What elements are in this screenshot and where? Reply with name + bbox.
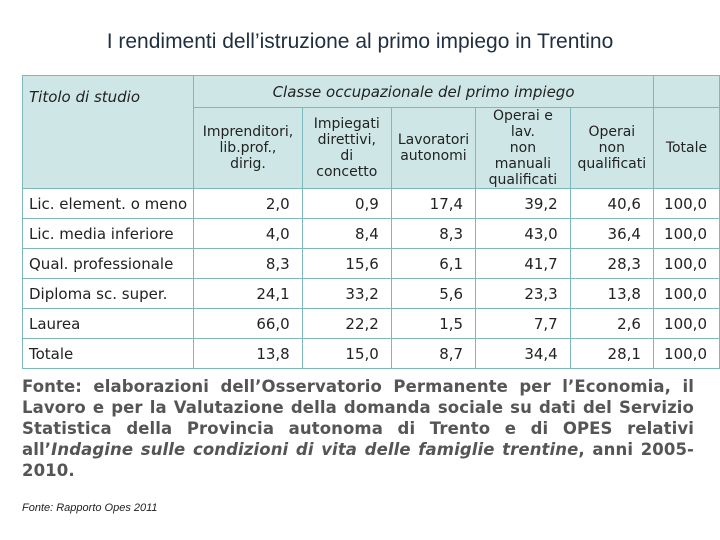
- cell: 7,7: [475, 308, 571, 339]
- cell: 40,6: [569, 188, 654, 219]
- row-label: Lic. media inferiore: [21, 218, 195, 249]
- cell: 2,0: [193, 188, 303, 219]
- cell: 36,4: [569, 218, 654, 249]
- cell: 23,3: [475, 278, 571, 309]
- cell: 41,7: [475, 248, 571, 279]
- row-label: Totale: [21, 338, 195, 369]
- source: Fonte: elaborazioni dell’Osservatorio Pe…: [22, 376, 694, 481]
- cell: 39,2: [475, 188, 571, 219]
- source-text: Fonte: elaborazioni dell’Osservatorio Pe…: [22, 377, 694, 459]
- column-header: Totale: [652, 107, 720, 189]
- row-label: Laurea: [21, 308, 195, 339]
- cell: 66,0: [193, 308, 303, 339]
- data-row: Diploma sc. super. 24,1 33,2 5,6 23,3 13,8 100…: [21, 278, 720, 309]
- cell: 100,0: [652, 308, 720, 339]
- title: I rendimenti dell’istruzione al primo im…: [106, 30, 614, 53]
- data-row: Lic. element. o meno 2,0 0,9 17,4 39,2 40,6 10…: [21, 188, 720, 219]
- cell: 22,2: [301, 308, 392, 339]
- footer-note: Fonte: Rapporto Opes 2011: [22, 502, 158, 514]
- cell: 34,4: [475, 338, 571, 369]
- cell: 1,5: [390, 308, 477, 339]
- cell: 17,4: [390, 188, 477, 219]
- cell: 15,6: [301, 248, 392, 279]
- table: Titolo di studio Classe occupazionale del…: [21, 75, 720, 369]
- cell: 13,8: [569, 278, 654, 309]
- cell: 100,0: [652, 218, 720, 249]
- data-row: Lic. media inferiore 4,0 8,4 8,3 43,0 36,4 100…: [21, 218, 720, 249]
- cell: 8,3: [193, 248, 303, 279]
- data-row: Laurea 66,0 22,2 1,5 7,7 2,6 100,0: [21, 308, 720, 339]
- cell: 28,1: [569, 338, 654, 369]
- row-label: Qual. professionale: [21, 248, 195, 279]
- group-header: Classe occupazionale del primo impiego: [193, 75, 654, 108]
- data-row: Totale 13,8 15,0 8,7 34,4 28,1 100,0: [21, 338, 720, 369]
- cell: 8,3: [390, 218, 477, 249]
- cell: 100,0: [652, 248, 720, 279]
- column-header: Operai e lav. non manuali qualificati: [475, 107, 571, 189]
- source-italic: Indagine sulle condizioni di vita delle …: [51, 440, 579, 459]
- header-row: Titolo di studio Classe occupazionale del…: [21, 75, 720, 189]
- cell: 13,8: [193, 338, 303, 369]
- cell: 8,4: [301, 218, 392, 249]
- row-label: Diploma sc. super.: [21, 278, 195, 309]
- cell: 100,0: [652, 188, 720, 219]
- cell: 0,9: [301, 188, 392, 219]
- row-label: Lic. element. o meno: [21, 188, 195, 219]
- cell: 4,0: [193, 218, 303, 249]
- cell: 6,1: [390, 248, 477, 279]
- cell: 2,6: [569, 308, 654, 339]
- column-header: Operai non qualificati: [569, 107, 654, 189]
- cell: 15,0: [301, 338, 392, 369]
- header-row: Imprenditori, lib.prof., dirig. Impiegati…: [23, 107, 720, 189]
- cell: 100,0: [652, 278, 720, 309]
- cell: 5,6: [390, 278, 477, 309]
- cell: 8,7: [390, 338, 477, 369]
- column-header: Imprenditori, lib.prof., dirig.: [193, 107, 303, 189]
- cell: 24,1: [193, 278, 303, 309]
- cell: 33,2: [301, 278, 392, 309]
- row-header: Titolo di studio: [21, 75, 195, 189]
- cell: 100,0: [652, 338, 720, 369]
- cell: 43,0: [475, 218, 571, 249]
- column-header: Lavoratori autonomi: [390, 107, 477, 189]
- header-spacer: [652, 75, 720, 108]
- data-row: Qual. professionale 8,3 15,6 6,1 41,7 28,3 100…: [21, 248, 720, 279]
- source-end: , anni 2005-2010.: [22, 440, 694, 480]
- cell: 28,3: [569, 248, 654, 279]
- column-header: Impiegati direttivi, di concetto: [301, 107, 392, 189]
